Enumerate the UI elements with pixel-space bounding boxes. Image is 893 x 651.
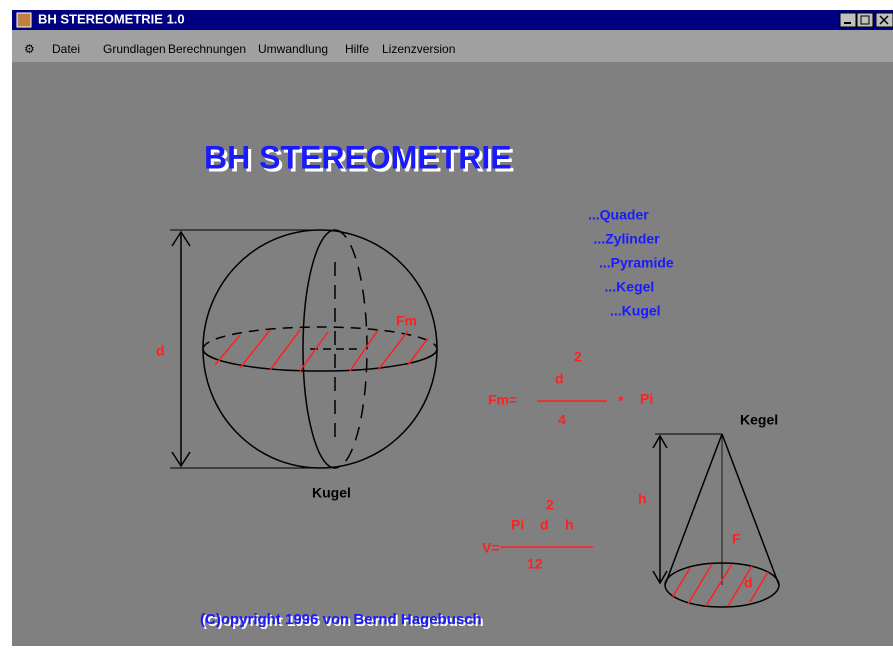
heading-shadow: BH STEREOMETRIE bbox=[207, 142, 515, 178]
cone-diameter: d bbox=[744, 575, 753, 591]
v-num-pi: Pi bbox=[511, 517, 524, 533]
sphere-drawing bbox=[170, 229, 438, 469]
dim-arrows bbox=[171, 230, 191, 468]
sphere-label: Kugel bbox=[312, 485, 351, 501]
cone-side-left bbox=[664, 433, 723, 586]
menu-item[interactable]: Umwandlung bbox=[258, 42, 328, 56]
close-icon bbox=[879, 15, 889, 25]
system-menu-icon[interactable]: ⚙ bbox=[24, 42, 35, 56]
menu-items: Datei Grundlagen Berechnungen Umwandlung Hil… bbox=[52, 42, 455, 56]
cone-drawing bbox=[652, 433, 780, 608]
shape-link[interactable]: ...Kugel bbox=[610, 303, 661, 319]
cone-area: F bbox=[732, 531, 741, 547]
equator-front bbox=[202, 348, 438, 372]
v-num-d: d bbox=[540, 517, 549, 533]
v-num-h: h bbox=[565, 517, 574, 533]
cone-height: h bbox=[638, 491, 647, 507]
sphere-diameter: d bbox=[156, 343, 165, 359]
cone-label: Kegel bbox=[740, 412, 778, 428]
meridian-back bbox=[334, 229, 368, 469]
v-denominator: 12 bbox=[527, 556, 543, 572]
copyright-shadow: (C)opyright 1996 von Bernd Hagebusch bbox=[202, 613, 484, 630]
v-exponent: 2 bbox=[546, 497, 554, 513]
app-icon bbox=[16, 12, 32, 28]
shape-link[interactable]: ...Kegel bbox=[605, 279, 655, 295]
cone-side-right bbox=[721, 433, 780, 586]
window-title: BH STEREOMETRIE 1.0 bbox=[38, 11, 185, 26]
copyright: (C)opyright 1996 von Bernd Hagebusch bbox=[200, 611, 482, 628]
shape-links: ...Quader ...Zylinder ...Pyramide ...Kegel.… bbox=[588, 207, 674, 319]
fm-exponent: 2 bbox=[574, 349, 582, 365]
cone-hatch bbox=[671, 563, 769, 607]
menu-item[interactable]: Lizenzversion bbox=[382, 42, 455, 56]
hatch bbox=[214, 329, 429, 372]
sphere-area: Fm bbox=[396, 313, 417, 329]
shape-link[interactable]: ...Zylinder bbox=[594, 231, 661, 247]
minimize-button[interactable] bbox=[839, 12, 857, 28]
menu-item[interactable]: Berechnungen bbox=[168, 42, 246, 56]
menu-item[interactable]: Hilfe bbox=[345, 42, 369, 56]
title-bar bbox=[12, 10, 893, 30]
menu-bar bbox=[12, 30, 893, 62]
shape-link[interactable]: ...Pyramide bbox=[599, 255, 674, 271]
meridian-front bbox=[302, 229, 336, 469]
maximize-button[interactable] bbox=[856, 12, 874, 28]
fm-numerator: d bbox=[555, 371, 564, 387]
heading: BH STEREOMETRIE bbox=[204, 139, 512, 175]
menu-item[interactable]: Grundlagen bbox=[103, 42, 166, 56]
maximize-icon bbox=[860, 15, 870, 25]
fm-lhs: Fm= bbox=[488, 392, 517, 408]
fm-operator: * bbox=[618, 393, 624, 409]
equator-back bbox=[202, 326, 438, 350]
fm-denominator: 4 bbox=[558, 412, 566, 428]
cone-dim-arrows bbox=[652, 434, 668, 585]
shape-link[interactable]: ...Quader bbox=[588, 207, 649, 223]
window-buttons bbox=[839, 12, 893, 28]
v-lhs: V= bbox=[482, 540, 500, 556]
fm-factor: Pi bbox=[640, 391, 653, 407]
window-frame bbox=[12, 10, 893, 646]
menu-item[interactable]: Datei bbox=[52, 42, 80, 56]
